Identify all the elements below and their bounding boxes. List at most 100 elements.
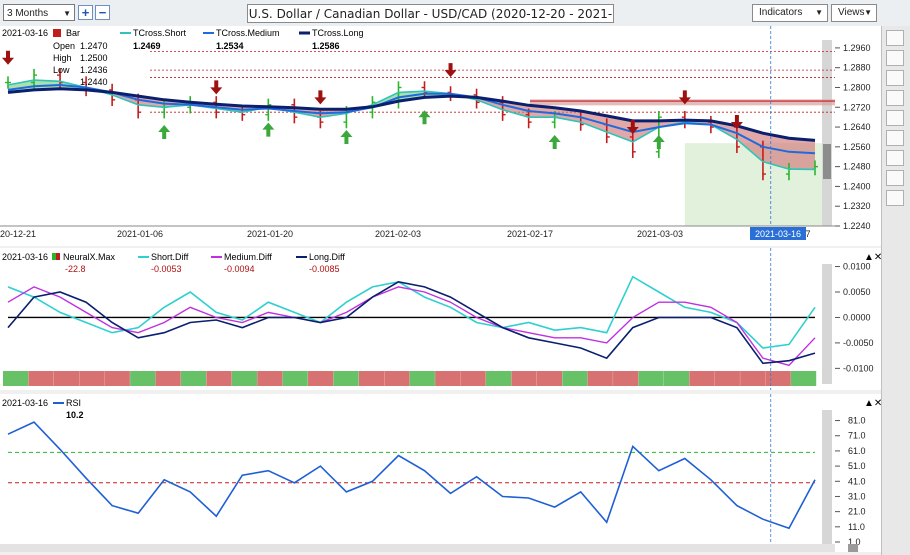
price-y-tick-label: 1.2560 <box>843 142 871 152</box>
zoom-out-button[interactable]: − <box>95 5 110 20</box>
rsi-y-tick-label: 31.0 <box>848 491 866 501</box>
channel-tool-icon[interactable] <box>886 110 904 126</box>
rsi-axis-bg <box>835 394 881 552</box>
chevron-down-icon: ▼ <box>63 9 71 18</box>
sell-signal-arrow <box>730 115 743 130</box>
neural-block <box>180 371 207 386</box>
neural-block <box>231 371 257 386</box>
diff-y-tick-label: 0.0000 <box>843 312 871 322</box>
neural-block <box>460 371 486 386</box>
period-value: 3 Months <box>7 8 49 19</box>
legend-bar: Bar <box>66 28 80 38</box>
legend-high: 1.2500 <box>80 53 108 63</box>
period-dropdown[interactable]: 3 Months ▼ <box>3 4 75 21</box>
legend-long-name: TCross.Long <box>312 28 364 38</box>
neural-block <box>485 371 512 386</box>
neural-block <box>257 371 283 386</box>
views-dropdown[interactable]: Views ▼ <box>831 4 877 22</box>
longdiff-val: -0.0085 <box>309 264 340 274</box>
tcross-medium-line <box>7 83 816 155</box>
neural-block <box>155 371 181 386</box>
neural-block <box>714 371 740 386</box>
legend-low-label: Low <box>53 65 70 75</box>
trendline-tool-icon[interactable] <box>886 30 904 46</box>
rsi-scroll-track <box>822 410 832 550</box>
legend-medium-name: TCross.Medium <box>216 28 280 38</box>
chevron-down-icon: ▼ <box>864 8 872 17</box>
price-y-tick-label: 1.2880 <box>843 63 871 73</box>
fibonacci-tool-icon[interactable] <box>886 130 904 146</box>
neural-block <box>435 371 461 386</box>
neural-block <box>282 371 308 386</box>
price-y-tick-label: 1.2720 <box>843 102 871 112</box>
diff-collapse-icon[interactable]: ▲✕ <box>864 252 881 263</box>
mediumdiff-name: Medium.Diff <box>224 252 272 262</box>
buy-signal-arrow <box>418 110 431 125</box>
price-x-tick-label: 2021-01-20 <box>247 229 293 239</box>
sell-signal-arrow <box>210 80 223 95</box>
comment-tool-icon[interactable] <box>886 190 904 206</box>
drawing-toolbar <box>881 26 910 555</box>
sell-signal-arrow <box>314 90 327 105</box>
legend-open-label: Open <box>53 41 75 51</box>
indicators-label: Indicators <box>759 7 803 18</box>
indicators-dropdown[interactable]: Indicators ▼ <box>752 4 828 22</box>
diff-layer: 0.0100 0.0050 0.0000 -0.0050 -0.0100 <box>3 248 874 390</box>
price-x-tick-label: 20-12-21 <box>0 229 36 239</box>
rsi-y-tick-label: 11.0 <box>848 522 865 532</box>
neural-block <box>790 371 817 386</box>
cloud-segment <box>762 133 789 170</box>
sell-signal-arrow <box>626 120 639 134</box>
price-x-tick-label: 2021-02-03 <box>375 229 421 239</box>
mediumdiff-line <box>7 286 816 367</box>
rsi-collapse-icon[interactable]: ▲✕ <box>864 398 881 409</box>
shortdiff-val: -0.0053 <box>151 264 182 274</box>
neural-block <box>53 371 80 386</box>
chart-title: U.S. Dollar / Canadian Dollar - USD/CAD … <box>247 4 614 40</box>
horizontal-line-tool-icon[interactable] <box>886 70 904 86</box>
neural-block <box>587 371 613 386</box>
rsi-plot-bg <box>0 394 835 552</box>
neural-block <box>409 371 435 386</box>
neural-block <box>206 371 232 386</box>
neural-block <box>511 371 537 386</box>
vertical-line-tool-icon[interactable] <box>886 50 904 66</box>
price-x-tick-label: 7 <box>805 229 810 239</box>
diff-y-tick-label: 0.0100 <box>843 262 871 272</box>
zoom-in-button[interactable]: + <box>78 5 93 20</box>
h-scroll-track <box>0 544 835 552</box>
diff-chart[interactable]: 0.0100 0.0050 0.0000 -0.0050 -0.0100 2021-03… <box>0 248 881 390</box>
cloud-segment <box>632 120 659 142</box>
rsi-y-tick-label: 61.0 <box>848 446 866 456</box>
price-axis-bg <box>835 26 881 246</box>
pitchfork-tool-icon[interactable] <box>886 150 904 166</box>
price-y-tick-label: 1.2320 <box>843 201 871 211</box>
diff-axis-bg <box>835 248 881 390</box>
rsi-y-tick-label: 51.0 <box>848 461 866 471</box>
rsi-chart[interactable]: 81.0 71.0 61.0 51.0 41.0 31.0 21.0 11.0 1.0 2021… <box>0 394 881 552</box>
buy-signal-arrow <box>340 130 353 144</box>
neural-legend-icon-green <box>52 253 56 260</box>
bar-legend-icon <box>53 29 61 37</box>
neural-block <box>689 371 715 386</box>
price-y-tick-label: 1.2240 <box>843 221 871 231</box>
ray-tool-icon[interactable] <box>886 90 904 106</box>
sell-signal-arrow <box>444 63 457 78</box>
longdiff-line <box>7 280 816 365</box>
buy-signal-arrow <box>652 134 665 149</box>
neural-block <box>740 371 766 386</box>
neural-name: NeuralX.Max <box>63 252 116 262</box>
neural-block <box>104 371 130 386</box>
x-tick-highlight <box>750 227 806 240</box>
price-x-tick-label: 2021-01-06 <box>117 229 163 239</box>
diff-scroll-track <box>822 264 832 384</box>
diff-legend-date: 2021-03-16 <box>2 252 48 262</box>
buy-signal-arrow <box>158 125 171 140</box>
price-chart[interactable]: 1.2960 1.2880 1.2800 1.2720 1.2640 1.2560 1.24… <box>0 26 881 246</box>
rsi-legend: 2021-03-16 RSI 10.2 <box>2 398 84 420</box>
price-legend: 2021-03-16 Bar Open 1.2470 High 1.2500 L… <box>2 28 364 87</box>
rsi-y-tick-label: 21.0 <box>848 507 866 517</box>
gann-tool-icon[interactable] <box>886 170 904 186</box>
legend-short-name: TCross.Short <box>133 28 187 38</box>
diff-plot-bg <box>0 248 835 390</box>
